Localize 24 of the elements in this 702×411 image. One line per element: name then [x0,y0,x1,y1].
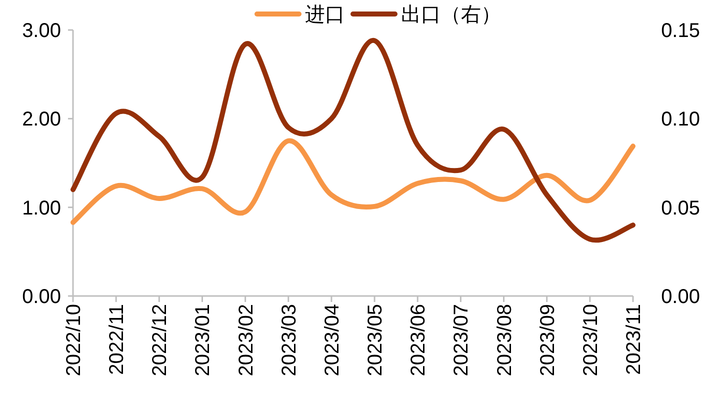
x-tick-label: 2023/08 [494,304,516,376]
x-tick-label: 2022/10 [63,304,85,376]
y-tick-label: 3.00 [22,20,61,42]
x-tick-label: 2023/01 [192,304,214,376]
legend-label: 进口 [305,4,345,26]
y-tick-label: 2.00 [22,108,61,131]
legend-label: 出口（右） [401,4,501,26]
x-tick-label: 2023/09 [536,304,559,376]
x-tick-label: 2023/06 [408,304,430,376]
x-tick-label: 2023/05 [364,304,387,376]
y2-tick-label: 0.00 [661,286,700,308]
y2-tick-label: 0.15 [661,20,700,42]
x-tick-label: 2023/10 [580,304,602,376]
x-tick-label: 2022/11 [106,304,128,375]
x-tick-label: 2023/02 [235,304,258,376]
y2-tick-label: 0.10 [661,108,700,131]
x-tick-label: 2023/11 [623,304,645,375]
x-tick-label: 2022/12 [149,304,172,376]
y-tick-label: 1.00 [22,197,61,220]
x-tick-label: 2023/04 [321,304,344,376]
y2-tick-label: 0.05 [661,197,700,220]
y-tick-label: 0.00 [22,286,61,308]
x-tick-label: 2023/03 [278,304,300,376]
x-tick-label: 2023/07 [450,304,473,376]
